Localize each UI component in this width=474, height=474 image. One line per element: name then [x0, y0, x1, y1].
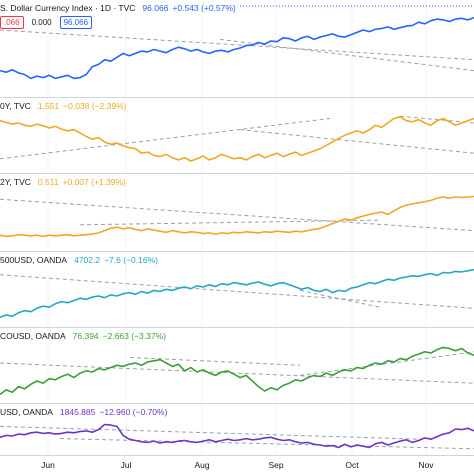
chart-pane-spx[interactable]: 500USD, OANDA 4702.2 −7.6 (−0.16%) — [0, 252, 474, 328]
price-series-spx[interactable] — [0, 268, 474, 319]
last-value: 76.394 — [72, 331, 99, 341]
change-value: −0.038 (−2.39%) — [63, 101, 127, 111]
chart-pane-dxy[interactable]: S. Dollar Currency Index · 1D · TVC 96.06… — [0, 0, 474, 98]
legend-gold[interactable]: USD, OANDA 1845.885 −12.960 (−0.70%) — [0, 405, 171, 419]
symbol-label[interactable]: USD, OANDA — [0, 407, 53, 417]
trend-line[interactable] — [399, 115, 474, 124]
price-series-gold[interactable] — [0, 423, 474, 449]
trend-line[interactable] — [0, 117, 331, 160]
trend-line[interactable] — [219, 38, 474, 72]
legend-dxy[interactable]: S. Dollar Currency Index · 1D · TVC 96.06… — [0, 1, 239, 15]
price-series-us02y[interactable] — [0, 195, 474, 238]
change-value: +0.007 (+1.39%) — [62, 177, 126, 187]
plot-oil[interactable] — [0, 328, 474, 404]
price-series-us10y[interactable] — [0, 115, 474, 162]
price-series-oil[interactable] — [0, 346, 474, 396]
time-axis: Jun Jul Aug Sep Oct Nov — [0, 456, 474, 474]
trend-line[interactable] — [299, 351, 474, 376]
symbol-label[interactable]: 500USD, OANDA — [0, 255, 68, 265]
legend-oil[interactable]: COUSD, OANDA 76.394 −2.663 (−3.37%) — [0, 329, 169, 343]
legend-us02y[interactable]: 2Y, TVC 0.511 +0.007 (+1.39%) — [0, 175, 129, 189]
legend-us10y[interactable]: 0Y, TVC 1.551 −0.038 (−2.39%) — [0, 99, 130, 113]
chart-pane-gold[interactable]: USD, OANDA 1845.885 −12.960 (−0.70%) — [0, 404, 474, 456]
chart-pane-us02y[interactable]: 2Y, TVC 0.511 +0.007 (+1.39%) — [0, 174, 474, 252]
x-tick-oct: Oct — [345, 460, 359, 470]
plot-gold[interactable] — [0, 404, 474, 456]
trend-line[interactable] — [0, 198, 474, 232]
ohlc-boxes: .066 0.000 96.066 — [0, 15, 96, 29]
last-value: 0.511 — [37, 177, 59, 187]
change-value: +0.543 (+0.57%) — [172, 3, 236, 13]
trend-line[interactable] — [79, 219, 381, 226]
x-tick-nov: Nov — [418, 460, 434, 470]
trend-line[interactable] — [0, 425, 421, 440]
x-tick-sep: Sep — [268, 460, 284, 470]
price-series-dxy[interactable] — [0, 16, 474, 80]
plot-us02y[interactable] — [0, 174, 474, 252]
last-value: 1845.885 — [59, 407, 96, 417]
trend-line[interactable] — [0, 274, 474, 309]
chart-pane-us10y[interactable]: 0Y, TVC 1.551 −0.038 (−2.39%) — [0, 98, 474, 174]
trend-line[interactable] — [59, 438, 474, 450]
change-value: −7.6 (−0.16%) — [104, 255, 158, 265]
symbol-label[interactable]: COUSD, OANDA — [0, 331, 66, 341]
plot-us10y[interactable] — [0, 98, 474, 174]
plot-spx[interactable] — [0, 252, 474, 328]
change-value: −12.960 (−0.70%) — [99, 407, 168, 417]
last-value: 1.551 — [37, 101, 60, 111]
symbol-label[interactable]: 2Y, TVC — [0, 177, 31, 187]
last-value: 4702.2 — [74, 255, 101, 265]
legend-spx[interactable]: 500USD, OANDA 4702.2 −7.6 (−0.16%) — [0, 253, 161, 267]
x-tick-jun: Jun — [41, 460, 55, 470]
value-box: 96.066 — [59, 15, 93, 29]
trend-line[interactable] — [129, 356, 301, 366]
trend-line[interactable] — [0, 362, 474, 384]
trend-line[interactable] — [299, 289, 381, 308]
trend-line[interactable] — [239, 129, 474, 154]
value-box: 0.000 — [31, 17, 52, 27]
symbol-label[interactable]: 0Y, TVC — [0, 101, 31, 111]
value-box: .066 — [0, 15, 24, 29]
trend-line[interactable] — [0, 29, 474, 61]
change-value: −2.663 (−3.37%) — [102, 331, 166, 341]
x-tick-jul: Jul — [120, 460, 132, 470]
last-value: 96.066 — [142, 3, 169, 13]
symbol-label[interactable]: S. Dollar Currency Index · 1D · TVC — [0, 3, 136, 13]
x-tick-aug: Aug — [194, 460, 210, 470]
chart-pane-oil[interactable]: COUSD, OANDA 76.394 −2.663 (−3.37%) — [0, 328, 474, 404]
